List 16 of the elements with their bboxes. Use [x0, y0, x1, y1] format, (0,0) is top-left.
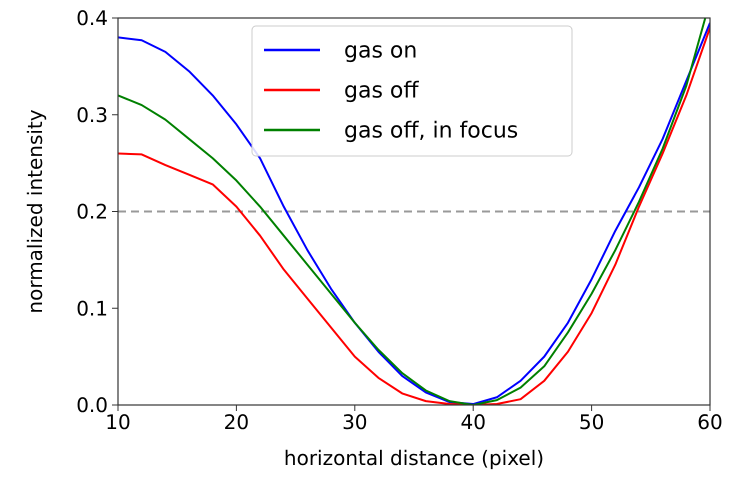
x-tick-label: 20	[224, 410, 250, 434]
y-tick-label: 0.3	[76, 102, 108, 127]
y-tick-label: 0.0	[76, 393, 108, 417]
legend-label: gas off	[344, 78, 420, 104]
x-tick-label: 10	[105, 410, 131, 434]
x-tick-label: 60	[697, 410, 723, 434]
x-tick-label: 50	[578, 410, 604, 434]
x-tick-label: 40	[460, 410, 486, 434]
x-axis-title: horizontal distance (pixel)	[284, 446, 544, 470]
y-tick-label: 0.2	[76, 200, 108, 224]
x-tick-label: 30	[342, 410, 368, 434]
y-axis-title: normalized intensity	[23, 109, 47, 314]
y-tick-label: 0.4	[76, 6, 108, 30]
legend-label: gas on	[344, 38, 418, 64]
y-tick-label: 0.1	[76, 296, 108, 320]
legend-label: gas off, in focus	[344, 118, 518, 144]
